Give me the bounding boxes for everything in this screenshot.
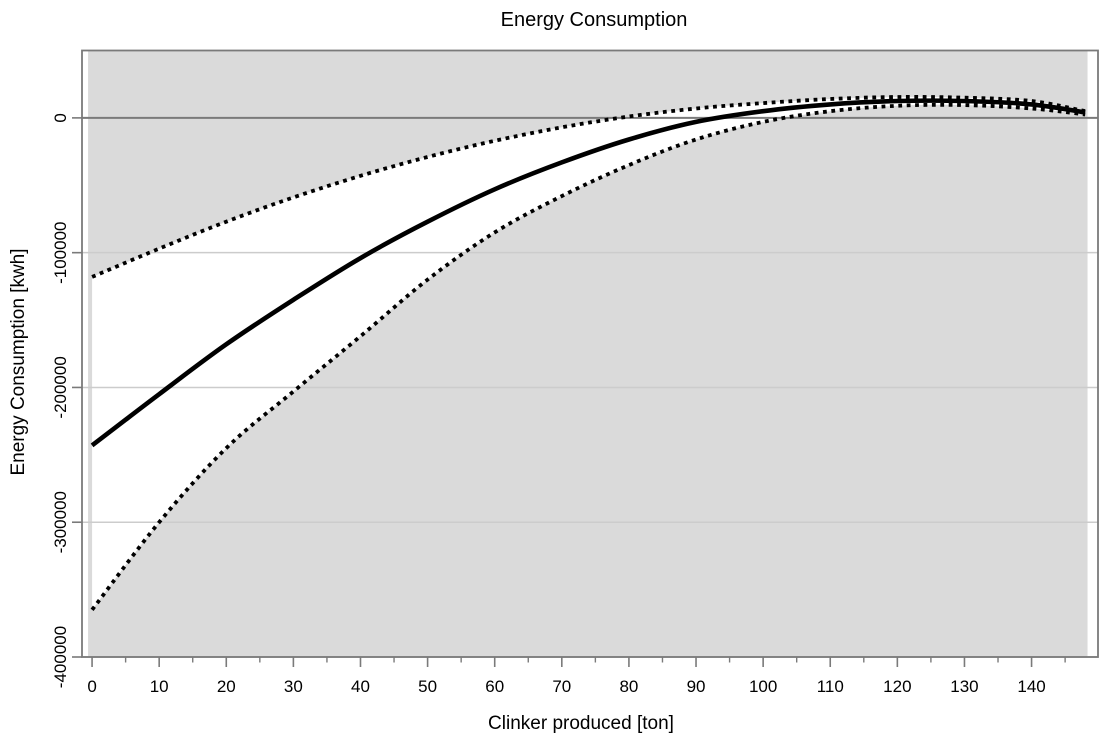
chart-title: Energy Consumption	[501, 9, 688, 31]
y-tick-label: 0	[51, 113, 70, 122]
x-tick-label: 60	[485, 677, 504, 696]
x-tick-label: 100	[749, 677, 777, 696]
x-tick-label: 10	[150, 677, 169, 696]
mean-fit-line	[90, 98, 1086, 448]
x-tick-label: 70	[552, 677, 571, 696]
lower-confidence-line	[90, 102, 1086, 611]
x-tick-label: 130	[950, 677, 978, 696]
y-tick-label: -300000	[51, 491, 70, 553]
x-tick-label: 120	[883, 677, 911, 696]
x-tick-label: 40	[351, 677, 370, 696]
x-tick-label: 50	[418, 677, 437, 696]
plot-panel-border	[81, 49, 1099, 658]
upper-confidence-line	[91, 95, 1086, 279]
x-axis-title: Clinker produced [ton]	[488, 713, 674, 734]
x-tick-label: 0	[87, 677, 96, 696]
x-tick-label: 140	[1017, 677, 1045, 696]
x-tick-label: 80	[619, 677, 638, 696]
confidence-band	[92, 96, 1086, 610]
y-tick-label: -400000	[51, 626, 70, 688]
x-tick-label: 110	[817, 677, 844, 696]
x-tick-label: 90	[687, 677, 706, 696]
x-tick-label: 20	[217, 677, 236, 696]
x-tick-label: 30	[284, 677, 303, 696]
y-tick-label: -100000	[51, 222, 70, 284]
chart-layers: 0 10 20 30 40 50 60 70 80 90 100 110 120 130 140 0 -1000…	[51, 49, 1099, 696]
y-axis-title: Energy Consumption [kwh]	[8, 248, 29, 475]
y-tick-label: -200000	[51, 356, 70, 418]
